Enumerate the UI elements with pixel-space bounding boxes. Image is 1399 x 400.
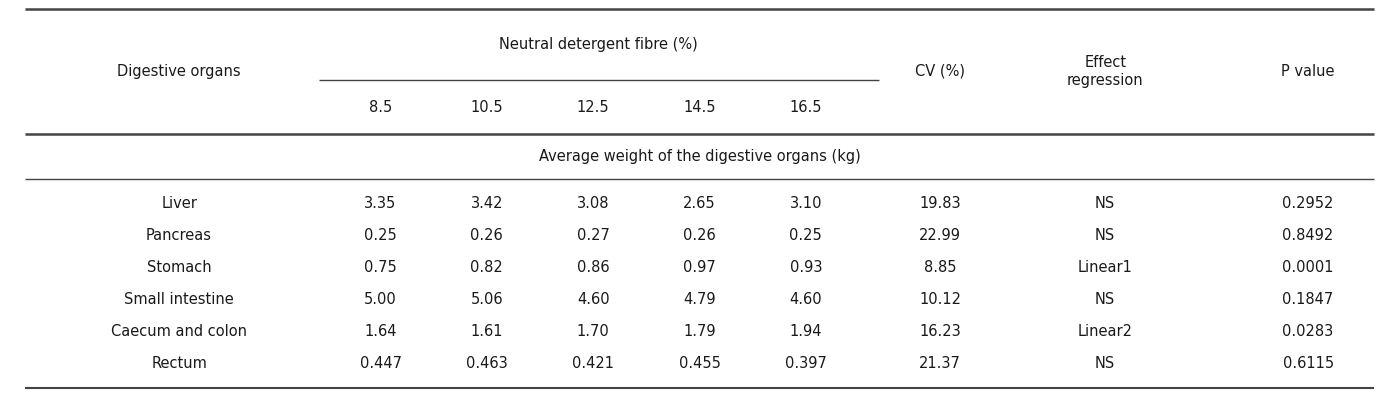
Text: 0.421: 0.421: [572, 356, 614, 372]
Text: 0.26: 0.26: [683, 228, 716, 244]
Text: Linear2: Linear2: [1077, 324, 1133, 340]
Text: 0.25: 0.25: [364, 228, 397, 244]
Text: NS: NS: [1095, 196, 1115, 212]
Text: 2.65: 2.65: [683, 196, 716, 212]
Text: Liver: Liver: [161, 196, 197, 212]
Text: Small intestine: Small intestine: [125, 292, 234, 308]
Text: 1.61: 1.61: [470, 324, 504, 340]
Text: 5.00: 5.00: [364, 292, 397, 308]
Text: 21.37: 21.37: [919, 356, 961, 372]
Text: NS: NS: [1095, 228, 1115, 244]
Text: 1.70: 1.70: [576, 324, 610, 340]
Text: 16.23: 16.23: [919, 324, 961, 340]
Text: 0.455: 0.455: [679, 356, 720, 372]
Text: 10.12: 10.12: [919, 292, 961, 308]
Text: 0.463: 0.463: [466, 356, 508, 372]
Text: Pancreas: Pancreas: [145, 228, 213, 244]
Text: 3.42: 3.42: [470, 196, 504, 212]
Text: 0.6115: 0.6115: [1283, 356, 1333, 372]
Text: 0.0001: 0.0001: [1283, 260, 1333, 276]
Text: 16.5: 16.5: [789, 100, 823, 114]
Text: Digestive organs: Digestive organs: [118, 64, 241, 79]
Text: Linear1: Linear1: [1077, 260, 1133, 276]
Text: 0.25: 0.25: [789, 228, 823, 244]
Text: Caecum and colon: Caecum and colon: [111, 324, 248, 340]
Text: Stomach: Stomach: [147, 260, 211, 276]
Text: 4.60: 4.60: [576, 292, 610, 308]
Text: Rectum: Rectum: [151, 356, 207, 372]
Text: 0.8492: 0.8492: [1283, 228, 1333, 244]
Text: 8.85: 8.85: [923, 260, 957, 276]
Text: 8.5: 8.5: [369, 100, 392, 114]
Text: 0.82: 0.82: [470, 260, 504, 276]
Text: 0.97: 0.97: [683, 260, 716, 276]
Text: 0.447: 0.447: [360, 356, 402, 372]
Text: 0.86: 0.86: [576, 260, 610, 276]
Text: 12.5: 12.5: [576, 100, 610, 114]
Text: 10.5: 10.5: [470, 100, 504, 114]
Text: 5.06: 5.06: [470, 292, 504, 308]
Text: 0.75: 0.75: [364, 260, 397, 276]
Text: 19.83: 19.83: [919, 196, 961, 212]
Text: 0.93: 0.93: [789, 260, 823, 276]
Text: CV (%): CV (%): [915, 64, 965, 79]
Text: 0.397: 0.397: [785, 356, 827, 372]
Text: 0.0283: 0.0283: [1283, 324, 1333, 340]
Text: 3.10: 3.10: [789, 196, 823, 212]
Text: 3.08: 3.08: [576, 196, 610, 212]
Text: NS: NS: [1095, 356, 1115, 372]
Text: 3.35: 3.35: [364, 196, 397, 212]
Text: 4.79: 4.79: [683, 292, 716, 308]
Text: 0.2952: 0.2952: [1283, 196, 1333, 212]
Text: Effect
regression: Effect regression: [1067, 54, 1143, 88]
Text: 1.94: 1.94: [789, 324, 823, 340]
Text: 1.64: 1.64: [364, 324, 397, 340]
Text: 0.27: 0.27: [576, 228, 610, 244]
Text: 14.5: 14.5: [683, 100, 716, 114]
Text: P value: P value: [1281, 64, 1335, 79]
Text: 0.26: 0.26: [470, 228, 504, 244]
Text: 0.1847: 0.1847: [1283, 292, 1333, 308]
Text: Neutral detergent fibre (%): Neutral detergent fibre (%): [499, 37, 698, 52]
Text: 4.60: 4.60: [789, 292, 823, 308]
Text: NS: NS: [1095, 292, 1115, 308]
Text: Average weight of the digestive organs (kg): Average weight of the digestive organs (…: [539, 149, 860, 164]
Text: 1.79: 1.79: [683, 324, 716, 340]
Text: 22.99: 22.99: [919, 228, 961, 244]
